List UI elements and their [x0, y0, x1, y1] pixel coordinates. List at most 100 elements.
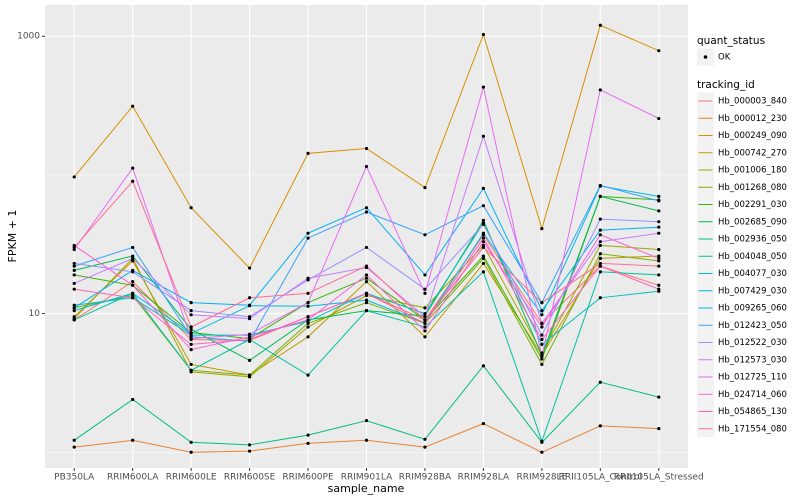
data-point: [481, 245, 486, 250]
data-point: [598, 256, 602, 261]
data-point: [481, 236, 486, 240]
data-point: [72, 303, 76, 307]
legend-label: Hb_012573_030: [718, 355, 787, 365]
legend-label: Hb_004077_030: [718, 269, 787, 279]
data-point: [189, 362, 193, 367]
data-point: [189, 347, 193, 352]
x-tick-label: PB350LA: [54, 473, 95, 483]
data-point: [657, 259, 661, 263]
x-tick-label: RRII105LA_Stressed: [614, 473, 704, 483]
data-point: [72, 268, 76, 272]
data-point: [306, 441, 310, 445]
data-point: [364, 419, 369, 423]
data-point: [306, 318, 310, 322]
data-point: [540, 354, 544, 359]
data-point: [481, 240, 486, 244]
data-point: [72, 309, 76, 313]
data-point: [423, 287, 427, 291]
data-point: [364, 438, 369, 442]
legend-label: Hb_000742_270: [718, 148, 787, 158]
data-point: [72, 438, 76, 442]
data-point: [657, 231, 661, 235]
data-point: [189, 342, 193, 346]
data-point: [657, 427, 661, 431]
data-point: [481, 32, 486, 37]
data-point: [72, 287, 76, 291]
legend-label: Hb_009265_060: [718, 304, 787, 314]
data-point: [540, 342, 544, 346]
data-point: [481, 134, 486, 138]
data-point: [131, 438, 135, 442]
legend-label: Hb_054865_130: [718, 407, 787, 417]
data-point: [364, 264, 369, 268]
data-point: [131, 166, 135, 170]
data-point: [189, 450, 193, 454]
y-axis-title: FPKM + 1: [6, 210, 19, 263]
legend-label: Hb_012423_050: [718, 321, 787, 331]
data-point: [540, 313, 544, 317]
data-point: [657, 194, 661, 198]
data-point: [306, 315, 310, 319]
data-point: [247, 296, 252, 300]
data-point: [423, 315, 427, 319]
data-point: [364, 293, 369, 298]
data-point: [72, 318, 76, 322]
data-point: [540, 450, 544, 454]
data-point: [540, 227, 544, 231]
data-point: [481, 261, 486, 266]
data-point: [131, 179, 135, 183]
data-point: [306, 335, 310, 339]
x-tick-label: RRIM600LE: [166, 473, 217, 483]
data-point: [423, 318, 427, 322]
data-point: [423, 325, 427, 329]
data-point: [189, 206, 193, 210]
x-tick-label: RRIM928BA: [399, 473, 452, 483]
data-point: [540, 351, 544, 355]
data-point: [364, 309, 369, 313]
data-point: [657, 395, 661, 399]
data-point: [481, 254, 486, 258]
data-point: [598, 252, 602, 256]
data-point: [247, 303, 252, 307]
data-point: [189, 313, 193, 317]
data-point: [189, 325, 193, 329]
data-point: [598, 296, 602, 300]
data-point: [423, 335, 427, 339]
data-point: [364, 206, 369, 210]
data-point: [131, 254, 135, 258]
x-tick-label: RRIM928LA: [458, 473, 510, 483]
x-tick-label: RRIM600PE: [282, 473, 334, 483]
data-point: [247, 332, 252, 336]
data-point: [481, 222, 486, 226]
data-point: [481, 256, 486, 261]
data-point: [423, 306, 427, 310]
data-point: [131, 104, 135, 108]
data-point: [247, 266, 252, 270]
data-point: [481, 204, 486, 208]
data-point: [423, 273, 427, 277]
data-point: [247, 337, 252, 342]
data-point: [423, 291, 427, 295]
data-point: [189, 301, 193, 305]
data-point: [364, 301, 369, 305]
data-point: [72, 273, 76, 277]
x-tick-label: RRIM901LA: [341, 473, 393, 483]
data-point: [306, 433, 310, 437]
data-point: [657, 199, 661, 203]
data-point: [598, 424, 602, 428]
legend-label: Hb_002685_090: [718, 217, 787, 227]
legend-label: Hb_001268_080: [718, 183, 787, 193]
data-point: [657, 287, 661, 291]
legend-label: Hb_171554_080: [718, 424, 787, 434]
x-tick-label: RRII105LA_Control: [559, 473, 642, 483]
data-point: [540, 362, 544, 367]
legend-label: OK: [718, 53, 731, 63]
data-point: [540, 439, 544, 443]
data-point: [423, 437, 427, 441]
data-point: [540, 337, 544, 342]
data-point: [657, 247, 661, 252]
data-point: [131, 270, 135, 274]
data-point: [657, 49, 661, 53]
data-point: [598, 380, 602, 384]
data-point: [247, 317, 252, 321]
